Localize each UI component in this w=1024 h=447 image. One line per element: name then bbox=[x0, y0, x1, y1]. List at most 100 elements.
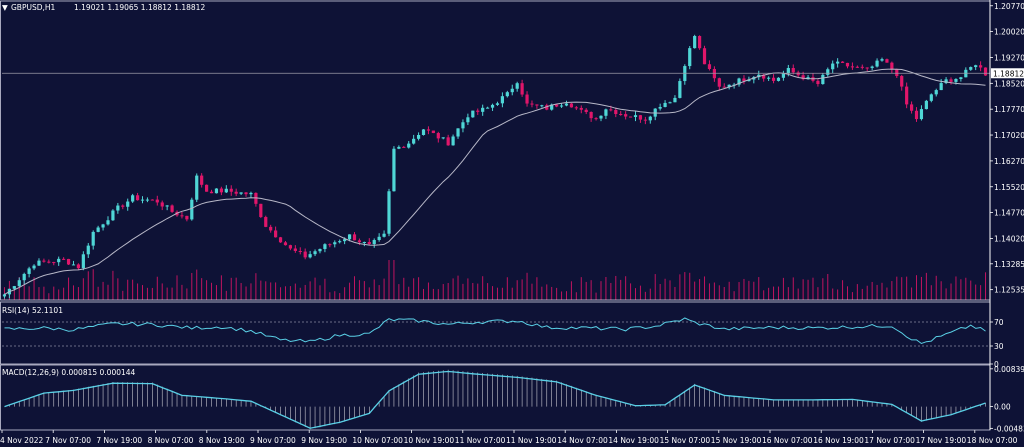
candle-body bbox=[71, 264, 76, 266]
candle-body bbox=[762, 74, 766, 79]
candle-body bbox=[589, 112, 593, 119]
price-panel[interactable]: 1.18812 1.20770 1.20020 1.19270 1.18520 1.177… bbox=[2, 2, 1024, 300]
candle-body bbox=[204, 184, 209, 192]
candle-body bbox=[796, 72, 800, 76]
candle-body bbox=[283, 242, 288, 246]
candle-body bbox=[944, 79, 948, 84]
time-tick-label: 15 Nov 07:00 bbox=[660, 436, 711, 445]
candle-body bbox=[919, 109, 924, 120]
candle-body bbox=[150, 199, 154, 201]
candle-body bbox=[209, 191, 214, 194]
candle-body bbox=[155, 199, 159, 203]
candle-body bbox=[836, 61, 840, 64]
candle-body bbox=[505, 92, 509, 97]
symbol-dropdown-arrow[interactable]: ▼ bbox=[2, 3, 8, 12]
candle-body bbox=[397, 146, 401, 149]
candle-body bbox=[456, 128, 460, 137]
candle-body bbox=[476, 110, 480, 112]
candle-body bbox=[140, 199, 145, 201]
candle-body bbox=[747, 79, 751, 82]
candle-body bbox=[880, 59, 884, 61]
candle-body bbox=[101, 224, 105, 228]
candle-body bbox=[234, 191, 238, 194]
macd-signal-line bbox=[4, 370, 986, 429]
candle-body bbox=[145, 199, 150, 201]
candle-body bbox=[885, 59, 889, 63]
candle-body bbox=[76, 264, 81, 269]
candle-body bbox=[555, 104, 559, 107]
time-tick-label: 8 Nov 19:00 bbox=[199, 436, 245, 445]
moving-average-line bbox=[4, 68, 986, 295]
candle-body bbox=[628, 116, 633, 118]
candle-body bbox=[525, 94, 529, 104]
candle-body bbox=[52, 262, 56, 264]
time-tick-label: 8 Nov 07:00 bbox=[148, 436, 194, 445]
candle-body bbox=[599, 115, 603, 119]
candle-body bbox=[564, 103, 569, 106]
candle-body bbox=[574, 107, 578, 109]
candle-body bbox=[111, 210, 115, 221]
time-tick-label: 9 Nov 19:00 bbox=[301, 436, 347, 445]
price-tick-label: 1.16270 bbox=[994, 157, 1024, 166]
candle-body bbox=[416, 135, 421, 139]
time-tick-label: 7 Nov 19:00 bbox=[96, 436, 142, 445]
candle-body bbox=[959, 77, 963, 79]
candle-body bbox=[382, 233, 386, 237]
candle-body bbox=[855, 66, 859, 68]
candle-body bbox=[786, 67, 790, 74]
price-tick-label: 1.20020 bbox=[994, 28, 1024, 37]
candle-body bbox=[165, 205, 169, 207]
candle-body bbox=[431, 130, 435, 134]
candle-body bbox=[343, 239, 347, 242]
candle-body bbox=[663, 102, 667, 107]
rsi-panel[interactable]: 70 30 0 bbox=[2, 317, 1004, 369]
candle-body bbox=[648, 116, 652, 121]
rsi-line bbox=[4, 317, 986, 345]
candle-body bbox=[949, 79, 953, 82]
candle-body bbox=[821, 74, 825, 85]
price-tick-label: 1.14020 bbox=[994, 234, 1024, 243]
candle-body bbox=[643, 119, 647, 121]
candle-body bbox=[239, 192, 243, 194]
candle-body bbox=[638, 115, 643, 120]
candle-body bbox=[352, 234, 357, 241]
candle-body bbox=[939, 83, 943, 91]
candle-body bbox=[387, 191, 391, 234]
candle-body bbox=[37, 260, 41, 266]
candle-body bbox=[579, 107, 583, 110]
candle-body bbox=[673, 97, 677, 103]
candle-body bbox=[909, 104, 914, 111]
candle-body bbox=[42, 260, 46, 262]
candle-body bbox=[697, 36, 702, 49]
candle-body bbox=[367, 241, 371, 245]
time-tick-label: 15 Nov 19:00 bbox=[711, 436, 762, 445]
macd-tick-label: -0.004835 bbox=[994, 424, 1024, 433]
macd-panel[interactable]: 0.008391 0.00 -0.004835 bbox=[4, 365, 1024, 434]
candle-body bbox=[229, 188, 233, 192]
candle-body bbox=[274, 230, 278, 238]
time-tick-label: 4 Nov 2022 bbox=[0, 436, 43, 445]
candle-body bbox=[983, 67, 988, 76]
candle-body bbox=[318, 248, 322, 252]
candle-body bbox=[845, 62, 850, 67]
candle-body bbox=[722, 86, 726, 88]
current-price-tag bbox=[991, 68, 1024, 79]
candle-body bbox=[195, 175, 199, 200]
candle-body bbox=[486, 107, 490, 109]
candle-body bbox=[540, 105, 544, 107]
candle-body bbox=[816, 80, 820, 85]
candle-body bbox=[328, 244, 332, 246]
candle-body bbox=[717, 78, 721, 87]
price-tick-label: 1.13285 bbox=[994, 260, 1024, 269]
candle-body bbox=[96, 227, 100, 232]
candle-body bbox=[421, 129, 426, 136]
candle-body bbox=[850, 66, 855, 68]
candle-body bbox=[771, 77, 776, 81]
candle-body bbox=[900, 76, 904, 87]
price-tick-label: 1.14770 bbox=[994, 209, 1024, 218]
candle-body bbox=[338, 241, 342, 243]
candle-body bbox=[801, 75, 805, 80]
time-tick-label: 10 Nov 19:00 bbox=[404, 436, 455, 445]
macd-label: MACD(12,26,9) 0.000815 0.000144 bbox=[2, 368, 136, 377]
